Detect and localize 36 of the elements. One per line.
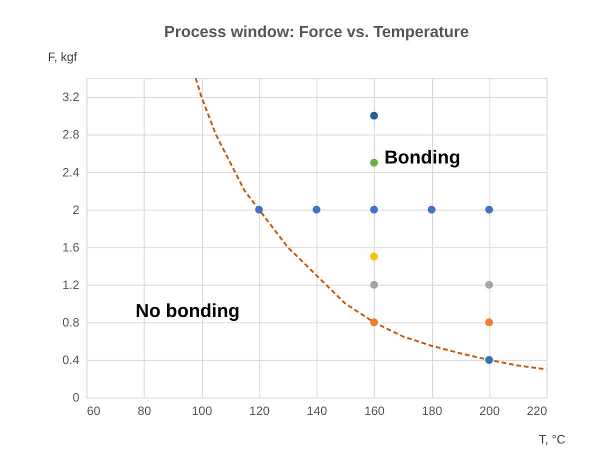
x-tick-label: 160	[364, 404, 385, 418]
annotation: Bonding	[384, 146, 460, 168]
point	[370, 158, 378, 167]
point	[485, 280, 494, 289]
y-tick-label: 0.8	[62, 316, 80, 330]
y-tick-label: 1.6	[62, 240, 80, 254]
point	[370, 318, 378, 326]
y-tick-label: 0.4	[62, 353, 80, 368]
x-tick-label: 140	[306, 404, 328, 418]
chart-title: Process window: Force vs. Temperature	[164, 24, 469, 41]
point	[428, 206, 436, 214]
y-tick-label: 2.4	[62, 165, 80, 180]
x-tick-label: 220	[526, 404, 548, 418]
x-tick-label: 80	[138, 404, 152, 418]
y-tick-label: 2	[72, 202, 80, 217]
x-tick-label: 120	[249, 404, 270, 418]
annotation: No bonding	[136, 300, 240, 321]
x-tick-label: 200	[479, 404, 500, 418]
y-tick-label: 1.2	[62, 278, 80, 292]
y-tick-label: 3.2	[62, 90, 80, 104]
y-tick-label: 2.8	[62, 128, 80, 142]
point	[255, 206, 263, 214]
point	[370, 112, 378, 120]
point	[312, 206, 320, 214]
point	[370, 206, 378, 214]
y-tick-label: 0	[72, 390, 80, 405]
point	[485, 356, 494, 364]
point	[370, 252, 378, 261]
point	[485, 206, 494, 214]
x-tick-label: 60	[86, 404, 101, 418]
x-tick-label: 180	[422, 404, 442, 418]
x-axis-title: T, °C	[538, 432, 566, 447]
y-axis-title: F, kgf	[48, 50, 78, 64]
point	[370, 280, 378, 289]
point	[485, 318, 494, 326]
x-tick-label: 100	[192, 404, 212, 418]
